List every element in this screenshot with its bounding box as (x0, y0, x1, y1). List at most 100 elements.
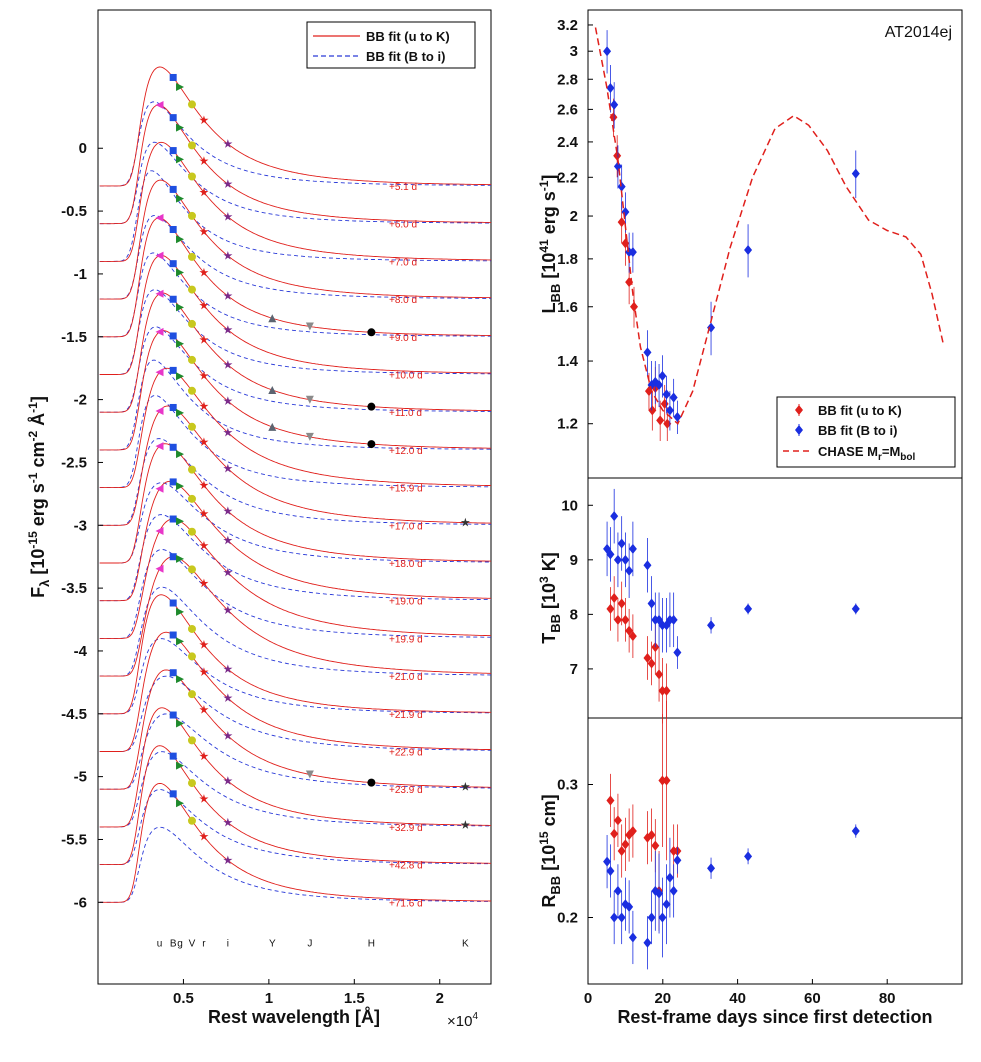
sed-fit-uk-11 (99, 480, 491, 602)
sed-point-B-7 (169, 332, 177, 340)
sed-fit-uk-15 (99, 631, 492, 752)
temperature-point-0-11 (658, 685, 667, 696)
sed-fit-uk-8 (99, 367, 492, 489)
sed-point-i-18 (223, 817, 233, 827)
sed-fit-bi-10 (99, 482, 491, 564)
radius-x-axis-label: Rest-frame days since first detection (617, 1007, 932, 1027)
sed-point-u-1 (155, 100, 164, 109)
sed-point-r-15 (199, 667, 209, 676)
sed-fit-bi-0 (99, 101, 491, 187)
radius-point-0-0 (606, 795, 615, 806)
radius-point-0-11 (658, 775, 667, 786)
sed-fit-bi-14 (99, 638, 491, 715)
sed-point-i-3 (223, 250, 233, 260)
sed-point-B-9 (169, 403, 177, 411)
sed-y-tick-label-6: -3 (74, 517, 87, 534)
luminosity-legend-label-bi: BB fit (B to i) (818, 423, 897, 438)
luminosity-point-1-18 (744, 244, 753, 255)
sed-point-Y-4 (268, 314, 277, 323)
temperature-point-1-15 (669, 614, 678, 625)
sed-point-V-4 (187, 252, 196, 261)
sed-point-B-16 (169, 669, 177, 677)
sed-panel: +5.1 d +6.0 d +7.0 d +8.0 d +9.0 d +10.0 d +11… (26, 9, 492, 1030)
luminosity-legend-box (776, 396, 956, 468)
sed-point-Y-6 (268, 386, 277, 395)
luminosity-point-1-4 (617, 181, 626, 192)
sed-point-g-2 (176, 155, 185, 164)
sed-point-u-8 (155, 368, 164, 377)
sed-epoch-label-9: +17.0 d (389, 521, 423, 532)
sed-point-i-4 (223, 291, 233, 300)
radius-point-1-18 (744, 851, 753, 862)
sed-point-J-16 (305, 770, 314, 779)
sed-epoch-label-19: +71.6 d (389, 898, 423, 909)
sed-epoch-label-8: +15.9 d (389, 484, 423, 495)
sed-fit-bi-4 (99, 252, 491, 338)
radius-point-1-14 (665, 872, 674, 883)
temperature-plot-frame (587, 477, 963, 719)
sed-epoch-label-4: +9.0 d (389, 333, 417, 344)
sed-legend-label-bi: BB fit (B to i) (366, 49, 445, 64)
luminosity-point-0-0 (609, 112, 618, 123)
sed-point-g-18 (176, 761, 185, 770)
sed-band-label-r: r (202, 938, 206, 949)
sed-fit-uk-0 (99, 66, 491, 187)
sed-fit-uk-19 (99, 782, 491, 903)
sed-point-i-2 (223, 211, 233, 221)
sed-fit-bi-5 (99, 289, 491, 375)
sed-point-V-0 (187, 100, 196, 109)
sed-point-i-6 (223, 360, 233, 369)
sed-epoch-label-5: +10.0 d (389, 370, 423, 381)
radius-x-tick-label-3: 60 (804, 990, 821, 1007)
sed-point-r-6 (199, 335, 209, 344)
sed-point-i-15 (223, 693, 233, 702)
sed-point-V-1 (187, 141, 196, 150)
temperature-point-1-6 (625, 565, 634, 576)
sed-point-H-16 (367, 778, 376, 787)
sed-point-g-8 (176, 372, 185, 381)
sed-band-label-u: u (157, 938, 163, 949)
sed-point-r-2 (199, 187, 209, 197)
sed-point-r-13 (199, 578, 209, 588)
radius-x-tick-label-2: 40 (729, 990, 746, 1007)
radius-point-1-1 (606, 865, 615, 876)
luminosity-y-tick-label-10: 3.2 (557, 17, 578, 34)
luminosity-point-0-11 (663, 418, 672, 429)
sed-point-B-10 (169, 443, 177, 451)
sed-point-B-4 (169, 225, 177, 233)
sed-point-B-13 (169, 553, 177, 561)
sed-point-V-11 (187, 494, 196, 503)
luminosity-y-ticks: 1.2 1.4 1.6 1.8 2 2.2 2.4 2.6 2.8 3 3.2 (557, 17, 593, 433)
sed-point-V-9 (187, 422, 196, 431)
radius-point-0-12 (662, 775, 671, 786)
sed-point-g-1 (176, 123, 185, 132)
sed-point-i-8 (223, 427, 233, 437)
sed-point-r-7 (199, 371, 209, 380)
radius-y-axis-label: RBB [1015 cm] (537, 794, 563, 907)
sed-epoch-labels: +5.1 d +6.0 d +7.0 d +8.0 d +9.0 d +10.0 d +11… (389, 182, 423, 909)
sed-y-tick-label-12: -6 (74, 894, 87, 911)
luminosity-y-tick-label-0: 1.2 (557, 416, 578, 433)
luminosity-point-1-11 (655, 379, 664, 390)
sed-point-B-19 (169, 790, 177, 798)
temperature-panel: 7 8 9 10 TBB [103 K] (537, 477, 963, 724)
sed-point-g-9 (176, 408, 185, 417)
sed-point-B-1 (169, 114, 177, 122)
temperature-point-0-1 (610, 593, 619, 603)
sed-point-g-16 (176, 675, 185, 684)
sed-fit-uk-2 (99, 141, 491, 262)
radius-point-1-15 (669, 885, 678, 896)
sed-band-label-K: K (462, 938, 469, 949)
sed-point-B-8 (169, 366, 177, 374)
sed-fit-bi-1 (99, 141, 491, 225)
radius-x-ticks: 0 20 40 60 80 (584, 979, 896, 1007)
sed-fit-uk-1 (99, 104, 491, 225)
sed-y-tick-label-5: -2.5 (61, 454, 87, 471)
sed-y-tick-label-7: -3.5 (61, 580, 87, 597)
sed-point-g-3 (176, 194, 185, 203)
sed-y-axis-label: Fλ [10-15 erg s-1 cm-2 Å-1] (26, 396, 52, 598)
radius-point-0-8 (647, 830, 656, 841)
temperature-point-0-3 (617, 598, 626, 609)
sed-fit-bi-19 (99, 826, 491, 903)
